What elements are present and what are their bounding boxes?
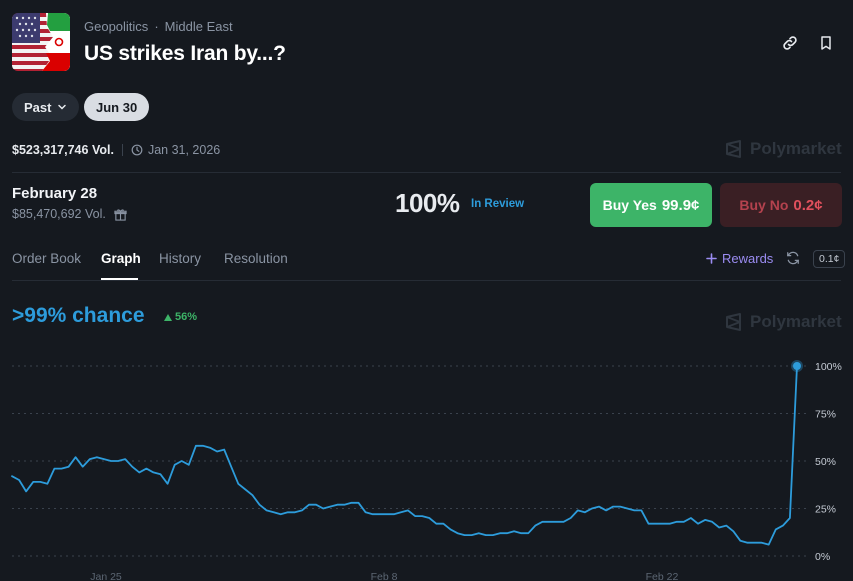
y-tick-label: 25% [815, 504, 836, 516]
y-tick-label: 50% [815, 456, 836, 468]
outcome-volume-row: $85,470,692 Vol. [12, 207, 127, 221]
buy-no-button[interactable]: Buy No 0.2¢ [720, 183, 842, 227]
outcome-probability: 100% [395, 188, 460, 218]
x-tick-label: Feb 22 [646, 571, 679, 581]
polymarket-logo-icon [726, 140, 741, 158]
breadcrumb: Geopolitics · Middle East [84, 19, 233, 34]
divider [12, 280, 841, 281]
buy-yes-price: 99.9¢ [661, 196, 700, 214]
breadcrumb-category[interactable]: Geopolitics [84, 19, 149, 34]
end-date-text: Jan 31, 2026 [147, 143, 221, 157]
chance-value: >99% chance [12, 304, 145, 327]
active-tab-indicator [101, 278, 138, 280]
bookmark-icon[interactable] [816, 33, 836, 53]
gift-icon[interactable] [114, 208, 127, 221]
refresh-icon[interactable] [786, 251, 802, 267]
watermark-text: Polymarket [750, 139, 842, 158]
chance-delta-value: 56% [175, 311, 198, 323]
chance-delta: 56% [164, 311, 197, 323]
outcome-label: February 28 [12, 185, 98, 202]
past-dropdown[interactable]: Past [12, 93, 80, 121]
endpoint-dot [793, 362, 801, 370]
tick-size-badge[interactable]: 0.1¢ [813, 250, 846, 268]
tab-resolution[interactable]: Resolution [224, 251, 288, 266]
buy-no-price: 0.2¢ [793, 196, 823, 214]
review-status: In Review [471, 198, 525, 210]
series-line [11, 365, 798, 546]
y-tick-label: 75% [815, 409, 836, 421]
breadcrumb-subcategory[interactable]: Middle East [164, 19, 233, 34]
date-pill-selected[interactable]: Jun 30 [84, 93, 150, 121]
rewards-button[interactable]: Rewards [706, 251, 773, 266]
outcome-volume: $85,470,692 Vol. [12, 207, 106, 221]
x-tick-label: Feb 8 [371, 571, 398, 581]
triangle-up-icon [164, 313, 172, 321]
probability-chart[interactable]: 100% 75% 50% 25% 0% Jan 25 Feb 8 Feb 22 [0, 340, 853, 581]
market-thumbnail [12, 13, 70, 71]
clock-icon [131, 144, 143, 156]
polymarket-watermark: Polymarket [724, 139, 842, 159]
market-volume: $523,317,746 Vol. [12, 143, 114, 157]
buy-yes-label: Buy Yes [602, 197, 657, 213]
buy-no-label: Buy No [739, 197, 789, 213]
market-stats: $523,317,746 Vol. Jan 31, 2026 [12, 143, 220, 157]
rewards-label: Rewards [722, 251, 774, 266]
divider [12, 172, 841, 173]
tab-history[interactable]: History [159, 251, 202, 266]
divider [121, 144, 123, 156]
plus-icon [706, 253, 717, 264]
end-date: Jan 31, 2026 [131, 143, 220, 157]
polymarket-watermark: Polymarket [724, 312, 842, 332]
x-tick-label: Jan 25 [90, 571, 122, 581]
polymarket-logo-icon [726, 313, 741, 331]
y-tick-label: 100% [815, 361, 842, 373]
date-pill-label: Jun 30 [96, 99, 138, 115]
y-tick-label: 0% [815, 551, 830, 563]
us-iran-flag-image [12, 13, 70, 71]
past-label: Past [24, 99, 52, 115]
link-icon[interactable] [780, 33, 800, 53]
breadcrumb-separator: · [154, 19, 159, 34]
tab-graph[interactable]: Graph [101, 251, 141, 266]
watermark-text: Polymarket [750, 312, 842, 331]
chevron-down-icon [58, 104, 67, 110]
buy-yes-button[interactable]: Buy Yes 99.9¢ [590, 183, 712, 227]
tab-order-book[interactable]: Order Book [12, 251, 82, 266]
market-title: US strikes Iran by...? [84, 42, 286, 65]
